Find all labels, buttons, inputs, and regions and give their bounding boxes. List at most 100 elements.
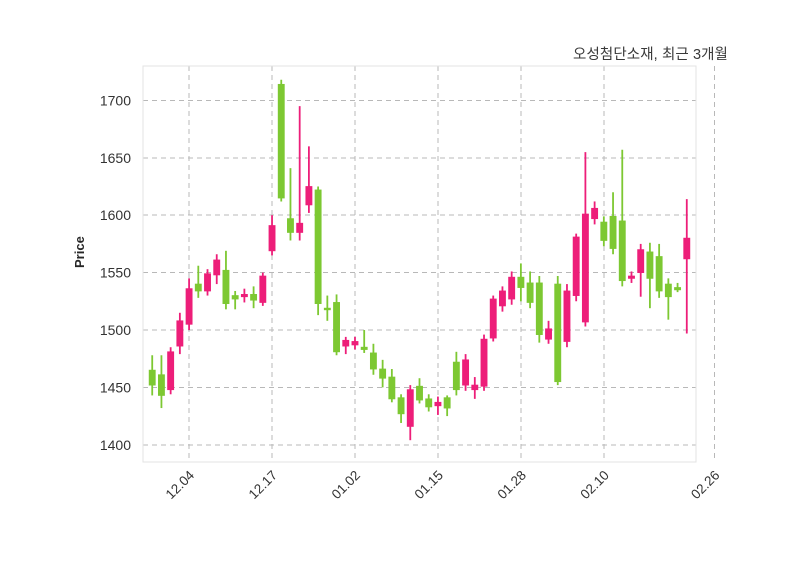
y-tick-label: 1650 — [100, 150, 131, 166]
candle-body — [545, 328, 552, 340]
y-tick-label: 1600 — [100, 207, 131, 223]
candle-body — [462, 359, 470, 386]
candle-body — [351, 341, 359, 346]
candle-body — [581, 213, 589, 323]
x-tick-labels: 12.04 12.17 01.02 01.15 01.28 02.10 02.26 — [163, 467, 723, 502]
candle-body — [379, 368, 387, 379]
candle-body — [287, 218, 294, 233]
candle-body — [268, 225, 276, 252]
candle-body — [535, 282, 543, 335]
candle — [609, 192, 617, 255]
candle-body — [277, 83, 285, 199]
candle — [185, 278, 193, 330]
candle-body — [167, 351, 175, 391]
candle — [305, 146, 313, 213]
candle — [600, 216, 608, 247]
candle — [416, 378, 423, 404]
x-tick-label: 02.26 — [688, 468, 723, 503]
candle — [240, 288, 248, 303]
y-tick-label: 1500 — [100, 322, 131, 338]
candle-body — [646, 251, 654, 279]
candle — [618, 149, 626, 287]
candle-body — [554, 283, 562, 383]
candle-body — [416, 385, 423, 401]
candle — [369, 343, 377, 375]
candle-body — [655, 256, 663, 292]
candle — [157, 355, 165, 409]
candle — [664, 278, 672, 320]
candle-body — [157, 374, 165, 396]
candle-body — [452, 361, 460, 391]
candle-body — [314, 189, 322, 304]
x-tick-label: 01.02 — [329, 468, 364, 503]
candle-body — [618, 220, 626, 282]
candle-body — [231, 295, 239, 300]
candle-body — [637, 249, 645, 274]
candle — [535, 276, 543, 343]
candle — [314, 186, 322, 316]
candle — [655, 243, 663, 298]
candle — [167, 347, 175, 395]
candle-body — [517, 276, 525, 288]
candle-body — [489, 298, 497, 339]
candle-body — [194, 283, 202, 292]
candle-body — [526, 282, 534, 303]
candle — [333, 294, 340, 356]
candle — [480, 334, 488, 391]
candle — [526, 271, 534, 309]
candle — [499, 286, 506, 312]
y-tick-label: 1700 — [100, 92, 131, 108]
candle-body — [240, 294, 248, 298]
candle-body — [406, 389, 414, 427]
candle-body — [342, 339, 350, 347]
candle — [397, 394, 405, 423]
axes-spines — [142, 65, 697, 463]
candle — [360, 330, 368, 353]
candle — [545, 320, 552, 344]
x-tick-label: 01.28 — [495, 468, 530, 503]
candle — [452, 351, 460, 396]
candle — [406, 385, 414, 441]
candle — [268, 215, 276, 256]
candle-body — [499, 290, 506, 307]
x-tick-label: 12.17 — [246, 468, 281, 503]
candle-body — [425, 398, 433, 408]
candle — [554, 276, 562, 386]
candle — [231, 290, 239, 310]
candle — [462, 354, 470, 391]
candle — [471, 377, 479, 399]
candle — [683, 199, 691, 334]
candle — [176, 312, 184, 355]
candle — [222, 250, 230, 310]
candle — [581, 152, 589, 327]
candle-body — [360, 346, 368, 350]
candle — [563, 284, 571, 348]
candle-body — [397, 397, 405, 415]
candle-body — [259, 275, 267, 303]
candle — [443, 395, 451, 417]
candle — [287, 168, 294, 241]
candle — [277, 79, 285, 202]
candle — [259, 272, 267, 306]
candle — [213, 254, 221, 285]
x-tick-label: 01.15 — [412, 468, 447, 503]
candle — [591, 201, 599, 225]
candle-body — [434, 401, 442, 407]
candle-body — [628, 275, 635, 279]
candle-series — [148, 79, 691, 441]
candle — [517, 263, 525, 302]
candle — [628, 271, 635, 283]
x-tick-label: 12.04 — [163, 467, 198, 502]
candle-body — [572, 236, 580, 296]
candle-body — [664, 283, 672, 298]
y-tick-label: 1450 — [100, 379, 131, 395]
candle — [637, 243, 645, 297]
candle-body — [369, 352, 377, 370]
candle-body — [609, 215, 617, 249]
candle-body — [683, 237, 691, 260]
candle-body — [250, 294, 258, 301]
candle — [148, 355, 156, 396]
candle-body — [388, 376, 396, 400]
candle-body — [508, 276, 516, 300]
candle — [646, 242, 654, 309]
